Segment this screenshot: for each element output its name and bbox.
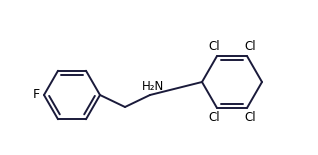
Text: Cl: Cl xyxy=(208,111,220,124)
Text: F: F xyxy=(33,89,40,102)
Text: Cl: Cl xyxy=(208,40,220,53)
Text: H₂N: H₂N xyxy=(142,80,164,93)
Text: Cl: Cl xyxy=(244,111,256,124)
Text: Cl: Cl xyxy=(244,40,256,53)
